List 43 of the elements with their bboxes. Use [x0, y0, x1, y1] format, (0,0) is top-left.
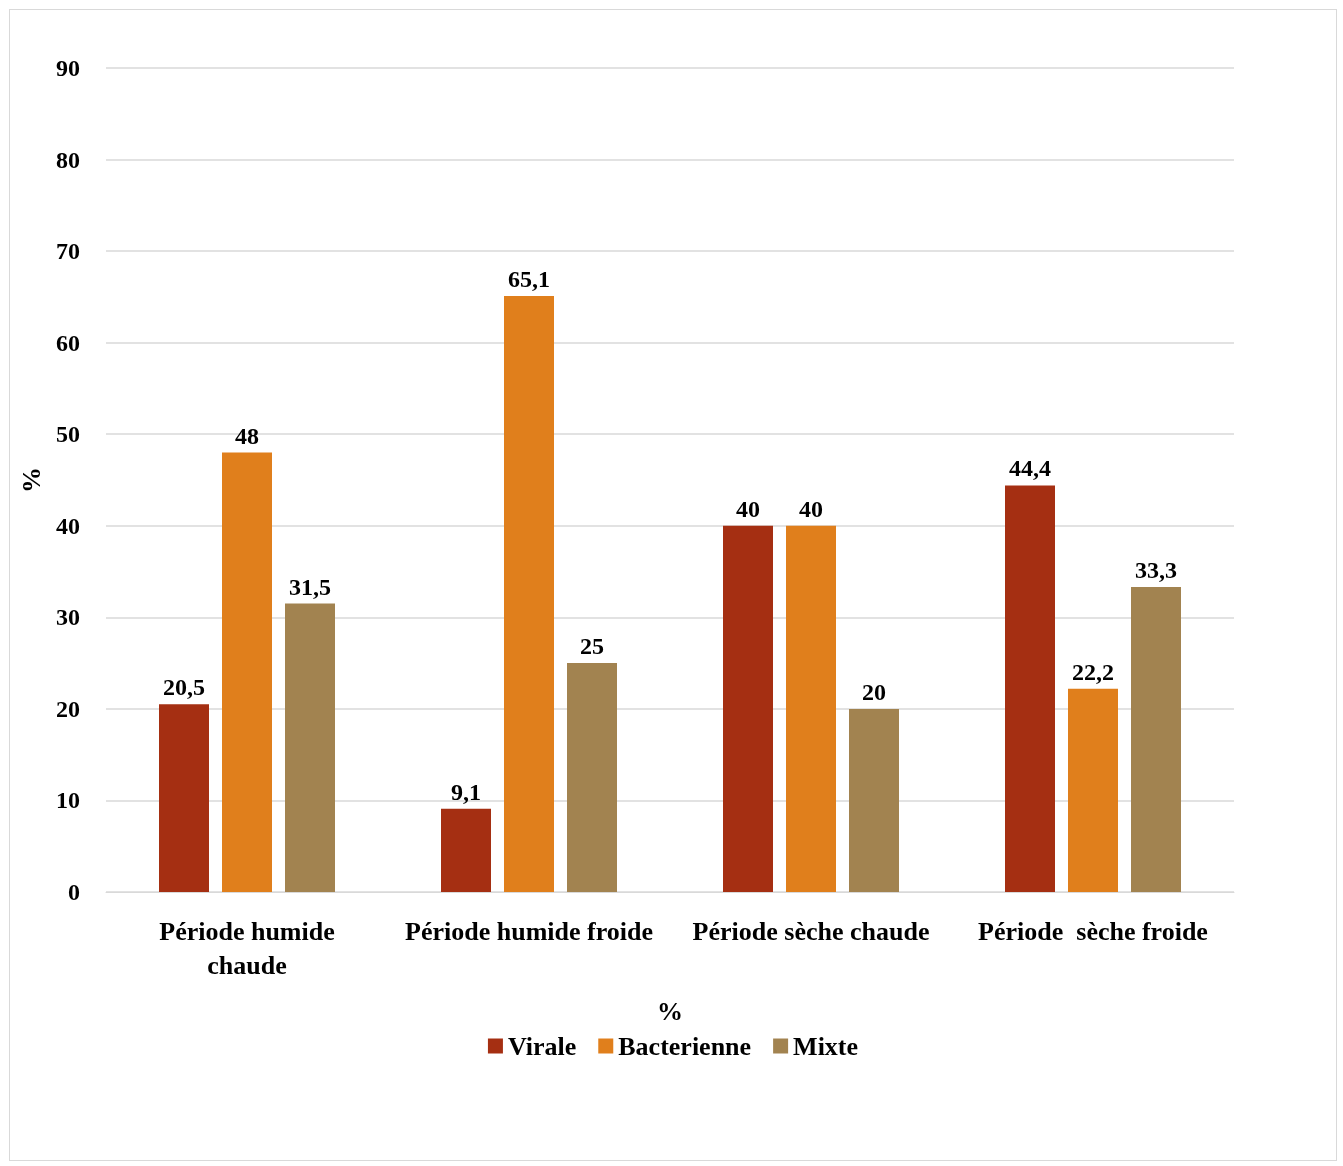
data-label: 9,1	[451, 778, 481, 805]
x-tick-label: Période humide froide	[405, 916, 653, 946]
bar	[1068, 688, 1118, 892]
bar	[1005, 485, 1055, 892]
y-tick-label: 30	[56, 604, 80, 631]
y-tick-label: 10	[56, 787, 80, 814]
x-tick-label: Période humide chaude	[159, 916, 335, 980]
y-tick-label: 90	[56, 55, 80, 81]
data-label: 31,5	[289, 573, 331, 600]
legend-label: Virale	[507, 1031, 577, 1061]
data-label: 40	[736, 495, 760, 522]
y-tick-label: 0	[68, 879, 80, 905]
data-label: 48	[235, 422, 259, 449]
y-tick-label: 40	[56, 512, 80, 539]
data-label: 65,1	[508, 265, 550, 292]
data-label: 33,3	[1135, 557, 1177, 584]
bar	[222, 452, 272, 892]
data-label: 20	[862, 678, 886, 705]
bar	[1131, 587, 1181, 892]
bar	[441, 808, 491, 892]
y-tick-label: 60	[56, 329, 80, 356]
data-label: 40	[799, 495, 823, 522]
data-label: 22,2	[1072, 658, 1114, 685]
y-tick-label: 80	[56, 146, 80, 173]
y-tick-label: 50	[56, 421, 80, 448]
y-tick-label: 70	[56, 238, 80, 265]
legend-label: Bacterienne	[618, 1031, 752, 1061]
x-axis-title: %	[657, 996, 683, 1026]
legend-label: Mixte	[793, 1031, 859, 1061]
bar	[567, 663, 617, 892]
data-label: 20,5	[163, 674, 205, 701]
bar	[849, 708, 899, 892]
bar	[504, 295, 554, 892]
bar	[786, 525, 836, 892]
x-tick-label: Période sèche chaude	[692, 916, 930, 946]
data-label: 25	[580, 633, 604, 660]
y-tick-label: 20	[56, 695, 80, 722]
y-axis-title: %	[16, 467, 46, 493]
bar	[159, 704, 209, 892]
bar	[723, 525, 773, 892]
x-tick-label: Période sèche froide	[978, 916, 1208, 946]
data-label: 44,4	[1009, 455, 1051, 482]
bar	[285, 603, 335, 892]
